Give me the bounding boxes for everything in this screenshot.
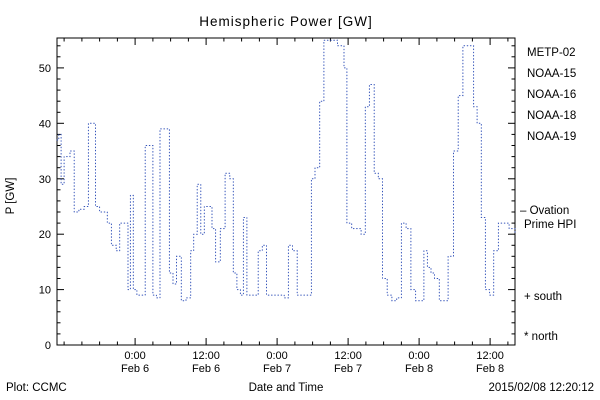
- y-axis-label: P [GW]: [5, 178, 17, 215]
- x-tick-time-label: 12:00: [192, 350, 220, 362]
- y-tick-label: 50: [39, 63, 51, 75]
- y-tick-label: 10: [39, 285, 51, 297]
- x-tick-date-label: Feb 8: [476, 363, 504, 375]
- y-tick-label: 0: [45, 340, 51, 352]
- data-series: [56, 39, 516, 302]
- y-tick-label: 20: [39, 229, 51, 241]
- x-tick-time-label: 0:00: [408, 350, 429, 362]
- legend-ovation-line1: – Ovation: [520, 205, 569, 217]
- x-tick-time-label: 0:00: [266, 350, 287, 362]
- legend-item-noaa15: NOAA-15: [527, 68, 576, 80]
- legend-north-marker: * north: [524, 331, 558, 343]
- x-tick-date-label: Feb 7: [263, 363, 291, 375]
- x-tick-date-label: Feb 7: [334, 363, 362, 375]
- plot-frame: [56, 37, 516, 346]
- x-tick-date-label: Feb 8: [405, 363, 433, 375]
- x-axis-label: Date and Time: [249, 382, 324, 394]
- plot-credit: Plot: CCMC: [6, 382, 67, 394]
- x-tick-time-label: 12:00: [334, 350, 362, 362]
- x-tick-time-label: 0:00: [124, 350, 145, 362]
- legend-item-noaa19: NOAA-19: [527, 131, 576, 143]
- x-tick-date-label: Feb 6: [192, 363, 220, 375]
- y-tick-label: 30: [39, 174, 51, 186]
- y-tick-label: 40: [39, 118, 51, 130]
- plot-timestamp: 2015/02/08 12:20:12: [488, 382, 594, 394]
- chart-title: Hemispheric Power [GW]: [199, 14, 373, 29]
- legend-south-marker: + south: [524, 291, 562, 303]
- legend-ovation-line2: Prime HPI: [524, 219, 576, 231]
- x-tick-date-label: Feb 6: [121, 363, 149, 375]
- legend-item-metp02: METP-02: [527, 47, 576, 59]
- legend-item-noaa16: NOAA-16: [527, 89, 576, 101]
- x-tick-time-label: 12:00: [476, 350, 504, 362]
- legend-item-noaa18: NOAA-18: [527, 110, 576, 122]
- hpi-step-line: [56, 39, 516, 302]
